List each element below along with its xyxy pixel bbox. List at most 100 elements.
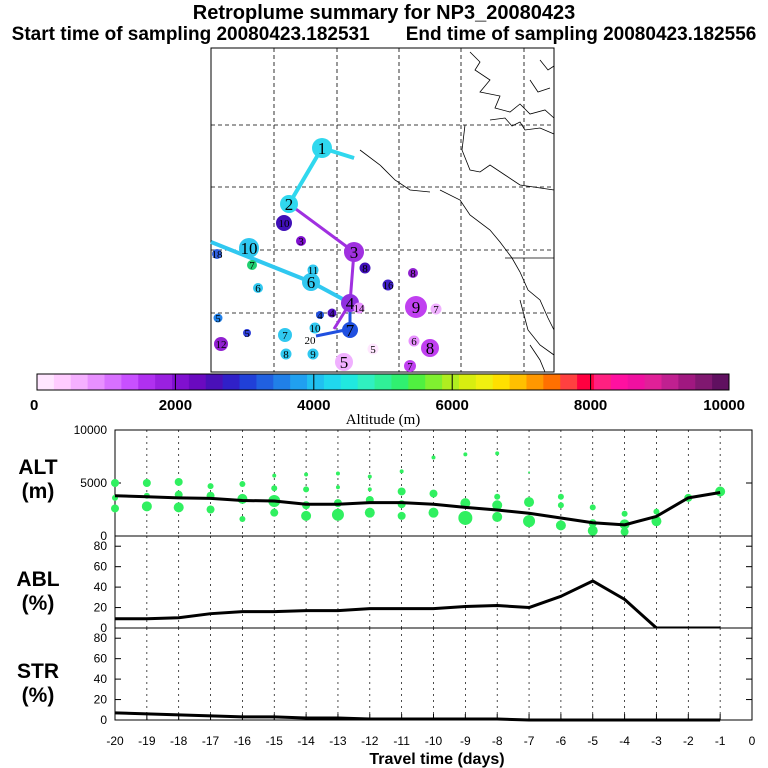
y-tick-label: 10000 (74, 423, 108, 437)
trajectory-label: 1 (318, 139, 327, 158)
x-tick-label: -4 (619, 734, 630, 748)
altitude-point (173, 502, 184, 513)
altitude-point (397, 487, 406, 496)
altitude-point (239, 516, 246, 523)
x-tick-label: -13 (329, 734, 347, 748)
altitude-point (367, 487, 372, 492)
colorbar-cell (273, 374, 291, 390)
x-tick-label: -8 (492, 734, 503, 748)
cluster-label: 10 (279, 218, 291, 230)
altitude-point (715, 486, 726, 497)
figure-title: Retroplume summary for NP3_20080423 (192, 2, 576, 24)
cluster-marker (309, 322, 321, 334)
colorbar-cell (155, 374, 173, 390)
cluster-label: 6 (255, 283, 261, 295)
y-axis-label: (%) (22, 684, 55, 707)
map-frame (210, 47, 555, 373)
cluster-marker (214, 337, 228, 351)
altitude-point (458, 510, 473, 525)
colorbar-cell (560, 374, 578, 390)
cluster-marker (243, 329, 251, 337)
colorbar-cell (526, 374, 544, 390)
y-tick-label: 40 (94, 580, 108, 594)
x-tick-label: -19 (138, 734, 156, 748)
colorbar-cell (138, 374, 156, 390)
colorbar-cell (391, 374, 409, 390)
colorbar-cell (340, 374, 359, 390)
cluster-label: 8 (410, 268, 416, 280)
trajectory-marker (344, 242, 364, 262)
cluster-marker (408, 335, 420, 347)
x-tick-label: -10 (425, 734, 443, 748)
altitude-point (589, 504, 596, 511)
colorbar-cell (53, 374, 72, 390)
altitude-point (555, 520, 566, 531)
trajectory-label: 7 (346, 321, 355, 340)
colorbar-cell (188, 374, 207, 390)
x-tick-label: -11 (393, 734, 410, 748)
altitude-point (524, 497, 535, 508)
colorbar-cell (256, 374, 274, 390)
panel-str: 80 60 40 20 0 STR(%) (17, 627, 753, 727)
y-tick-label: 80 (94, 539, 108, 553)
x-tick-label: -15 (266, 734, 284, 748)
trajectory-marker (302, 273, 320, 291)
x-tick-label: -3 (651, 734, 662, 748)
altitude-point (523, 515, 536, 528)
altitude-point (335, 471, 340, 476)
trajectory-marker (421, 339, 439, 357)
y-axis-label: ABL (16, 568, 59, 591)
y-axis-label: STR (17, 660, 59, 683)
cluster-marker (247, 260, 257, 270)
colorbar-cell (610, 374, 629, 390)
colorbar-tick-label: 8000 (574, 397, 607, 414)
x-tick-label: -12 (361, 734, 379, 748)
cluster-label: 8 (283, 349, 289, 361)
altitude-point (557, 493, 564, 500)
colorbar-cell (222, 374, 241, 390)
altitude-point (429, 489, 438, 498)
colorbar-cell (593, 374, 612, 390)
cluster-label: 7 (249, 260, 255, 272)
colorbar-cell (172, 374, 190, 390)
altitude-colorbar: 0 2000 4000 6000 8000 10000 Altitude (m) (30, 373, 745, 428)
cluster-label: 12 (216, 339, 227, 351)
altitude-point (399, 469, 404, 474)
cluster-marker (212, 249, 222, 259)
y-tick-label: 20 (94, 693, 108, 707)
trajectory-marker (280, 195, 298, 213)
cluster-label: 7 (433, 304, 439, 316)
cluster-label: 4 (317, 310, 323, 322)
altitude-point (111, 504, 119, 513)
end-time-label: End time of sampling 20080423.182556 (405, 24, 757, 45)
altitude-point (557, 502, 564, 509)
colorbar-cell (87, 374, 106, 390)
altitude-point (367, 474, 372, 479)
y-tick-label: 60 (94, 560, 108, 574)
cluster-label: 8 (362, 263, 368, 275)
coastlines (359, 51, 555, 373)
cluster-marker (213, 313, 223, 323)
altitude-point (495, 451, 500, 456)
altitude-point (651, 516, 662, 527)
x-tick-label: -17 (202, 734, 220, 748)
altitude-point (142, 479, 151, 487)
trajectory-label: 8 (426, 339, 435, 358)
y-axis-label: ALT (18, 456, 57, 479)
colorbar-cell (357, 374, 376, 390)
colorbar-cell (442, 374, 460, 390)
cluster-label: 14 (354, 303, 366, 315)
colorbar-cell (627, 374, 646, 390)
x-tick-label: -20 (106, 734, 124, 748)
map-gridlines (211, 48, 554, 372)
altitude-point (272, 473, 277, 478)
cluster-marker (404, 360, 416, 372)
trajectory-label: 9 (412, 298, 421, 317)
cluster-label: 4 (329, 308, 335, 320)
cluster-marker (296, 236, 306, 246)
alt-series-line (114, 491, 721, 527)
cluster-label: 3 (298, 236, 304, 248)
cluster-label: 5 (215, 313, 221, 325)
altitude-point (303, 486, 310, 493)
panel-frame (114, 627, 753, 721)
